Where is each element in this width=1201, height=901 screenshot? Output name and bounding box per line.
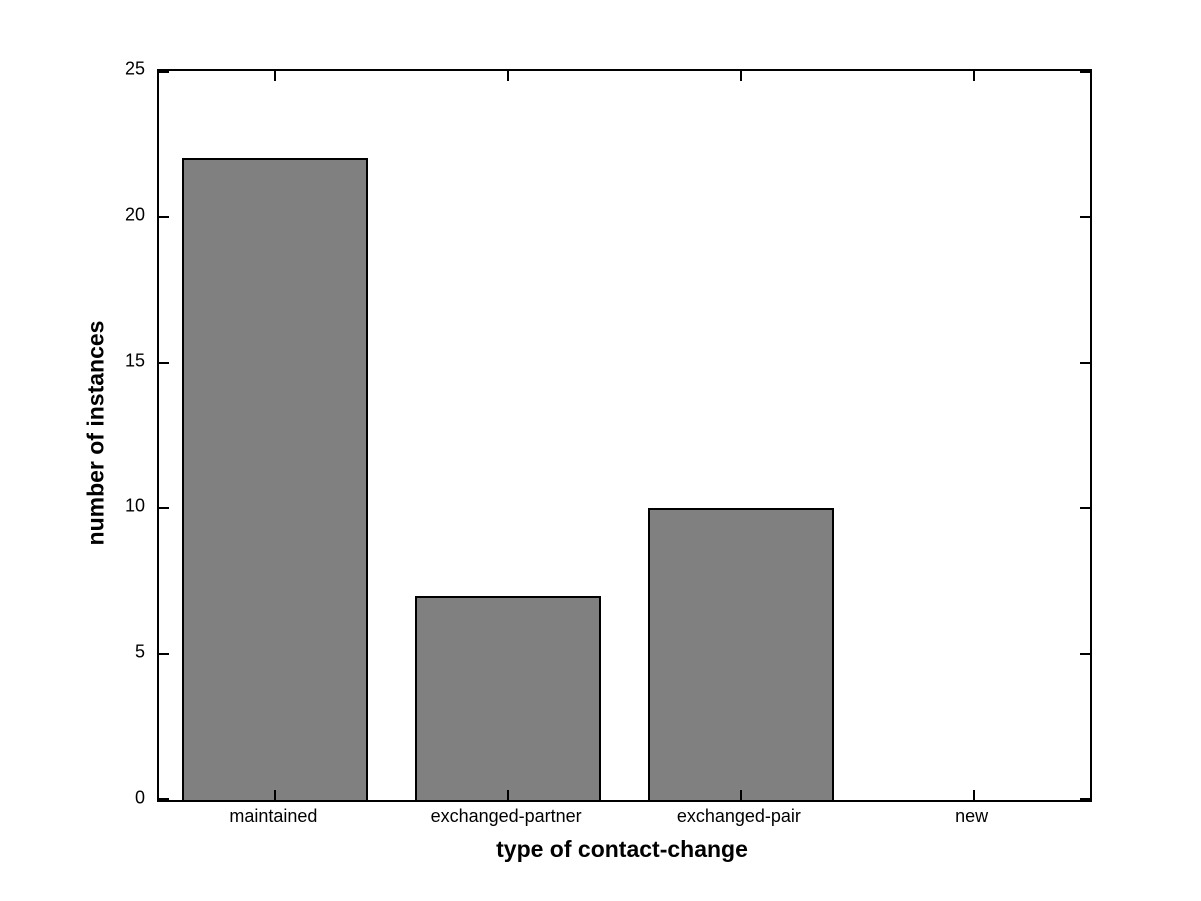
y-tick-left-25: [159, 71, 169, 73]
y-tick-label-15: 15: [124, 350, 145, 371]
plot-area: [157, 69, 1092, 802]
y-tick-left-20: [159, 215, 169, 218]
x-tick-label-exchanged-pair: exchanged-pair: [676, 806, 801, 826]
y-tick-right-15: [1080, 361, 1090, 364]
y-tick-right-10: [1080, 507, 1090, 510]
x-tick-label-new: new: [955, 806, 989, 826]
y-tick-right-25: [1080, 71, 1090, 73]
bar-exchanged-partner: [415, 595, 602, 800]
y-tick-left-5: [159, 653, 169, 656]
y-tick-label-0: 0: [134, 787, 145, 808]
y-tick-right-0: [1080, 798, 1090, 800]
x-tick-top-new: [972, 71, 975, 81]
y-tick-left-15: [159, 361, 169, 364]
x-tick-bottom-exchanged-pair: [739, 790, 742, 800]
bar-maintained: [182, 158, 369, 800]
x-tick-label-maintained: maintained: [229, 806, 318, 826]
bar-exchanged-pair: [647, 508, 834, 800]
y-tick-label-5: 5: [134, 641, 145, 662]
x-tick-top-maintained: [274, 71, 277, 81]
x-axis-label: type of contact-change: [496, 836, 748, 862]
y-axis-label: number of instances: [82, 320, 109, 546]
x-tick-label-exchanged-partner: exchanged-partner: [430, 806, 582, 826]
y-tick-label-25: 25: [124, 58, 145, 79]
y-tick-left-0: [159, 798, 169, 800]
y-tick-label-20: 20: [124, 204, 145, 225]
y-tick-left-10: [159, 507, 169, 510]
x-tick-bottom-exchanged-partner: [507, 790, 510, 800]
y-tick-right-20: [1080, 215, 1090, 218]
y-tick-right-5: [1080, 653, 1090, 656]
x-tick-top-exchanged-pair: [739, 71, 742, 81]
x-tick-bottom-maintained: [274, 790, 277, 800]
y-tick-label-10: 10: [124, 495, 145, 516]
x-tick-bottom-new: [972, 790, 975, 800]
x-tick-top-exchanged-partner: [507, 71, 510, 81]
